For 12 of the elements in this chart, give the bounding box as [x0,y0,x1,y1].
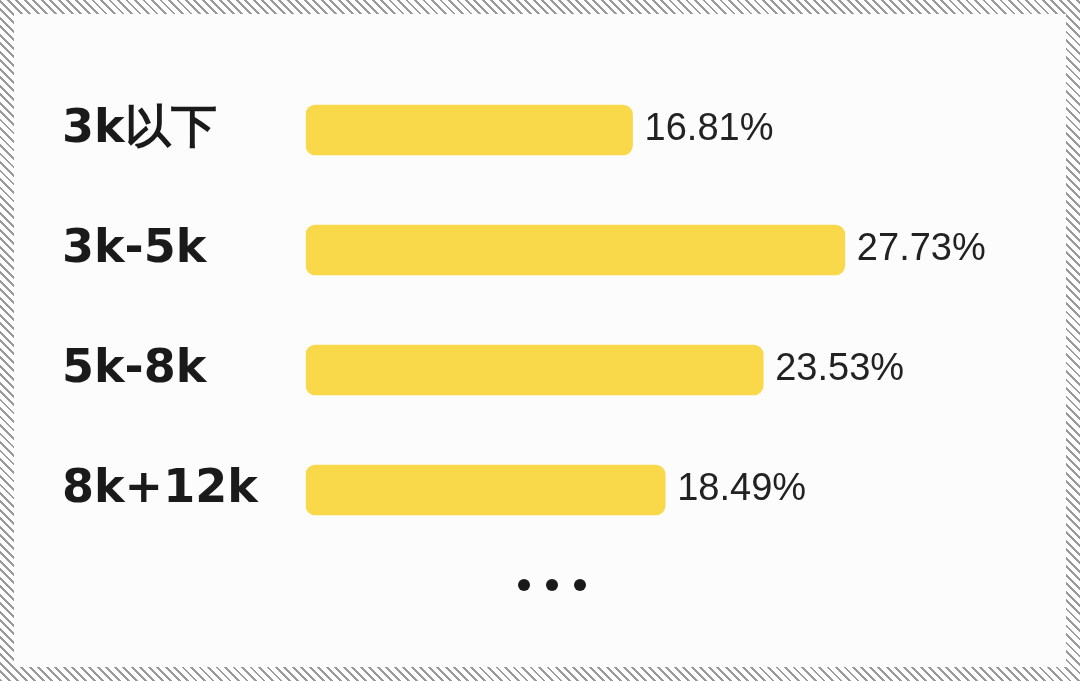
data-label: 23.53% [775,346,905,389]
data-label: 27.73% [856,226,986,269]
bar [305,104,633,156]
y-tick-label: 3k以下 [62,98,217,153]
y-tick-label: 8k+12k [62,458,260,513]
bar [305,464,666,516]
y-tick-label: 3k-5k [62,218,208,273]
bar [305,344,764,396]
bar [305,224,846,276]
data-label: 18.49% [677,466,807,509]
data-label: 16.81% [644,106,774,149]
y-tick-label: 5k-8k [62,338,208,393]
